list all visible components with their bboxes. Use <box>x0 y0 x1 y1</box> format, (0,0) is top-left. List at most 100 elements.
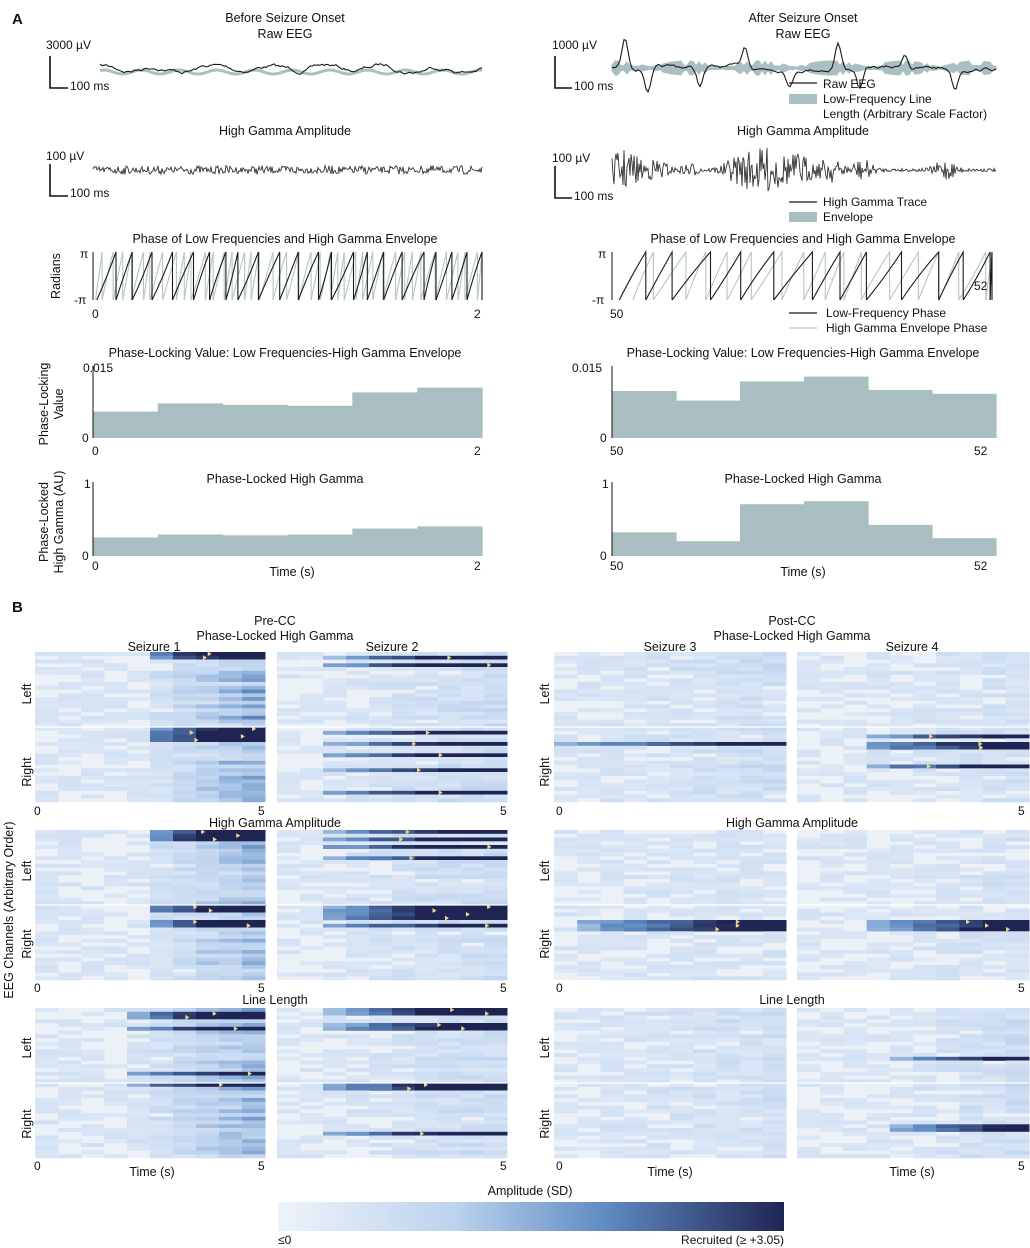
heatmap-11-cell <box>716 1011 741 1016</box>
heatmap-1-cell <box>104 783 128 788</box>
heatmap-4-cell <box>936 715 960 720</box>
heatmap-6-cell <box>484 845 508 849</box>
heatmap-10-cell <box>346 1023 370 1027</box>
heatmap-2-cell <box>415 700 439 705</box>
heatmap-4-cell <box>982 682 1007 686</box>
heatmap-7-cell <box>693 908 717 913</box>
heatmap-11-cell <box>716 1143 741 1147</box>
before-phase-lf-cycle-9 <box>257 251 281 301</box>
heatmap-10-cell <box>369 1019 393 1024</box>
heatmap-10-cell <box>392 1101 416 1106</box>
heatmap-2-cell <box>461 697 485 701</box>
heatmap-7-cell <box>716 908 741 913</box>
heatmap-7-cell <box>600 863 625 868</box>
recruitment-marker <box>485 1011 490 1017</box>
heatmap-8-cell <box>843 897 868 902</box>
before-phase-lf-cycle-20 <box>451 251 468 301</box>
heatmap-8-cell <box>820 972 844 977</box>
heatmap-2-cell <box>300 794 324 799</box>
heatmap-3-cell <box>716 753 741 758</box>
heatmap-12-cell <box>913 1120 937 1125</box>
heatmap-9-cell <box>150 1143 174 1147</box>
heatmap-5-cell <box>81 912 105 917</box>
heatmap-6-cell <box>461 950 485 954</box>
heatmap-2-cell <box>300 745 324 750</box>
heatmap-12-cell <box>797 1124 821 1129</box>
heatmap-5-cell <box>242 923 266 928</box>
heatmap-4-cell <box>843 723 868 728</box>
heatmap-5-cell <box>242 931 266 936</box>
heatmap-2-cell <box>438 712 462 716</box>
heatmap-3-cell <box>623 787 648 791</box>
after-phase-lf-cycle-12 <box>989 251 993 301</box>
heatmap-3-cell <box>739 798 764 803</box>
post-cc-subtitle: Phase-Locked High Gamma <box>713 629 870 643</box>
heatmap-9-cell <box>35 1071 59 1076</box>
heatmap-6-cell <box>346 856 370 861</box>
heatmap-11-cell <box>577 1131 601 1136</box>
before-phase-hg-cycle-14 <box>231 251 246 301</box>
heatmap-10-cell <box>415 1023 439 1027</box>
heatmap-2-cell <box>461 693 485 698</box>
heatmap-4-cell <box>889 689 914 694</box>
heatmap-4-cell <box>843 779 868 784</box>
heatmap-11-cell <box>693 1071 717 1076</box>
heatmap-9-cell <box>58 1068 82 1072</box>
heatmap-7-cell <box>716 882 741 887</box>
heatmap-11-cell <box>623 1015 648 1020</box>
heatmap-5-cell <box>219 976 243 981</box>
heatmap-2-cell <box>300 697 324 701</box>
heatmap-1-cell <box>104 742 128 746</box>
heatmap-7-cell <box>739 871 764 876</box>
heatmap-10-cell <box>415 1101 439 1106</box>
heatmap-2-cell <box>415 790 439 795</box>
heatmap-9-cell <box>150 1154 174 1159</box>
heatmap-11-cell <box>646 1026 671 1031</box>
heatmap-12-cell <box>913 1131 937 1136</box>
heatmap-7-cell <box>693 833 717 838</box>
heatmap-7-cell <box>693 950 717 954</box>
heatmap-12-cell <box>889 1053 914 1057</box>
heatmap-10-cell <box>438 1008 462 1012</box>
heatmap-9-cell <box>219 1090 243 1095</box>
heatmap-8-cell <box>982 965 1007 969</box>
heatmap-8-cell <box>913 935 937 939</box>
heatmap-8-cell <box>982 901 1007 906</box>
heatmap-6-cell <box>392 905 416 909</box>
heatmap-3-cell <box>670 708 694 713</box>
heatmap-2-cell <box>438 753 462 758</box>
heatmap-2-cell <box>484 704 508 709</box>
heatmap-1-cell <box>150 760 174 765</box>
heatmap-12-cell <box>982 1105 1007 1110</box>
heatmap-8-cell <box>982 875 1007 879</box>
heatmap-2-cell <box>369 742 393 746</box>
heatmap-1-cell <box>150 753 174 758</box>
heatmap-12-cell <box>959 1041 984 1046</box>
heatmap-8-cell <box>866 961 891 966</box>
heatmap-6-cell <box>438 957 462 962</box>
hm-row3-s2-x1: 5 <box>500 1159 507 1173</box>
recruitment-marker <box>407 1086 412 1092</box>
heatmap-8-cell <box>843 961 868 966</box>
after-raw-title: Raw EEG <box>776 27 831 41</box>
heatmap-9-cell <box>127 1116 151 1121</box>
heatmap-10-cell <box>461 1150 485 1155</box>
heatmap-4-cell <box>959 730 984 735</box>
heatmap-3-cell <box>554 798 578 803</box>
heatmap-8-cell <box>866 912 891 917</box>
heatmap-12-cell <box>936 1120 960 1125</box>
heatmap-8-cell <box>797 912 821 917</box>
after-title: After Seizure Onset <box>748 11 858 25</box>
heatmap-12-cell <box>820 1154 844 1159</box>
heatmap-1-cell <box>127 768 151 773</box>
heatmap-11-cell <box>600 1030 625 1035</box>
heatmap-3-cell <box>762 655 787 660</box>
heatmap-8-cell <box>982 878 1007 883</box>
heatmap-7-cell <box>554 927 578 932</box>
heatmap-12-cell <box>959 1135 984 1140</box>
heatmap-1-cell <box>127 715 151 720</box>
heatmap-3-cell <box>693 723 717 728</box>
heatmap-11-cell <box>623 1146 648 1151</box>
heatmap-6-cell <box>484 908 508 913</box>
heatmap-7-cell <box>739 886 764 891</box>
